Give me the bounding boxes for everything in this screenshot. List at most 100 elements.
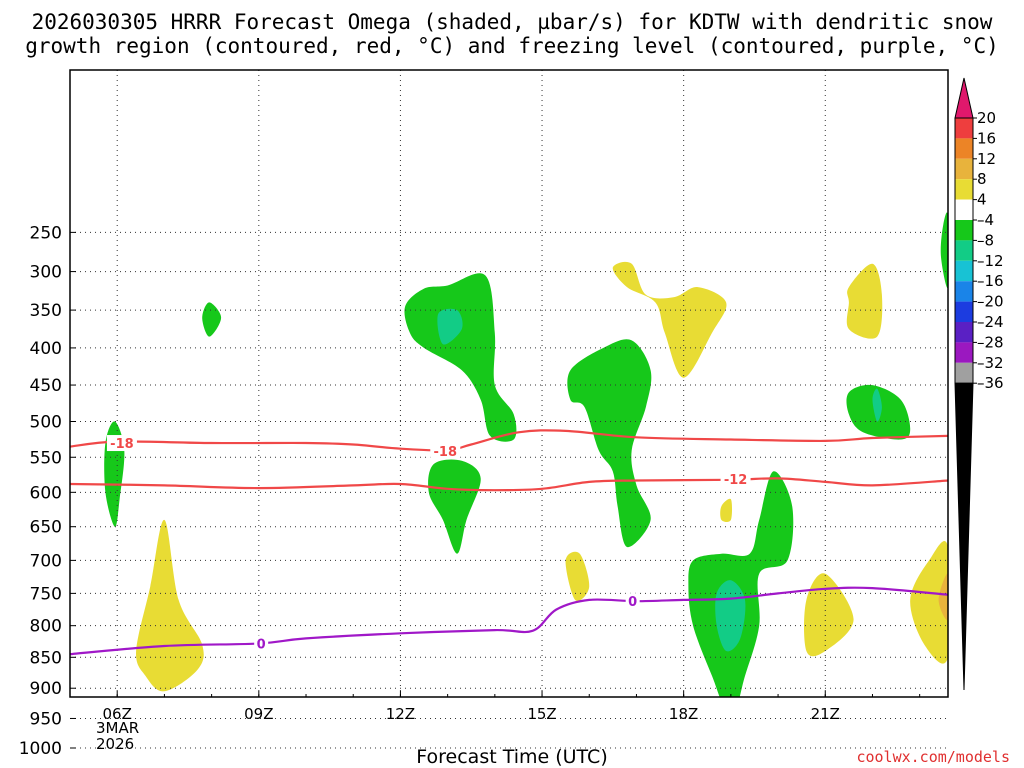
colorbar-label: –36: [977, 374, 1004, 392]
colorbar-label: –20: [977, 293, 1004, 311]
colorbar-label: 20: [977, 109, 996, 127]
omega-region-15: [846, 263, 883, 339]
omega-region-2: [202, 302, 222, 337]
dendritic-contour-2: [70, 477, 948, 492]
omega-region-4: [437, 308, 463, 345]
y-tick-label: 850: [30, 648, 62, 668]
x-tick-label: 12Z: [386, 705, 415, 723]
omega-region-16: [804, 573, 854, 657]
colorbar-swatch: [955, 281, 973, 302]
y-tick-label: 650: [30, 518, 62, 538]
x-tick-label: 21Z: [811, 705, 840, 723]
dendritic-label-bg: [106, 435, 137, 452]
freezing-contour-5: [660, 729, 825, 743]
omega-region-12: [136, 519, 204, 692]
colorbar-top-cap: [954, 77, 974, 119]
omega-region-19: [910, 541, 948, 664]
colorbar-label: –8: [977, 231, 994, 249]
y-tick-label: 500: [30, 413, 62, 433]
dendritic-contour-1: [70, 429, 948, 452]
x-tick-label: 18Z: [669, 705, 698, 723]
freezing-contour-label: 0: [257, 637, 266, 652]
omega-region-11: [940, 212, 948, 289]
plot-area: [70, 70, 948, 697]
x-tick-label: 06Z: [103, 705, 132, 723]
colorbar-swatch: [955, 301, 973, 322]
colorbar-label: –12: [977, 252, 1004, 270]
colorbar: 20 16 12 8 4 –4 –8 –12 –16 –20 –24 –28 –32 –36: [954, 77, 1004, 691]
y-tick-label: 700: [30, 551, 62, 571]
y-tick-label: 400: [30, 339, 62, 359]
colorbar-label: –32: [977, 354, 1004, 372]
y-tick-label: 250: [30, 223, 62, 243]
colorbar-swatch: [955, 362, 973, 384]
y-tick-label: 550: [30, 448, 62, 468]
y-tick-label: 750: [30, 584, 62, 604]
colorbar-label: –24: [977, 313, 1004, 331]
date-caption-year: 2026: [96, 735, 135, 753]
dendritic-contour-label: -18: [110, 437, 134, 452]
colorbar-label: 16: [977, 129, 996, 147]
date-caption-month: 3MAR: [96, 719, 140, 737]
colorbar-swatch: [955, 138, 973, 159]
omega-region-13: [612, 261, 727, 378]
omega-region-10: [872, 388, 882, 422]
plot-border: [69, 69, 949, 698]
freezing-contour-label: 0: [257, 727, 266, 742]
chart-title-line-1: 2026030305 HRRR Forecast Omega (shaded, …: [31, 10, 993, 34]
plot-background: [70, 70, 948, 697]
x-axis-label: Forecast Time (UTC): [416, 746, 608, 768]
omega-region-5: [428, 459, 481, 554]
y-tick-label: 950: [30, 709, 62, 729]
y-tick-label: 300: [30, 263, 62, 283]
colorbar-label: –16: [977, 272, 1004, 290]
y-tick-label: 350: [30, 301, 62, 321]
y-axis-ticks: 250 300 350 400 450 500 550 600 650 700 750 800 850 9…: [19, 223, 76, 759]
omega-region-18: [767, 717, 802, 742]
colorbar-label: 8: [977, 170, 987, 188]
freezing-label-bg: [254, 725, 268, 741]
colorbar-swatch: [955, 260, 973, 282]
freezing-contour-label: 0: [628, 595, 637, 610]
colorbar-label: –4: [977, 211, 994, 229]
y-tick-label: 800: [30, 617, 62, 637]
colorbar-swatch: [955, 240, 973, 261]
colorbar-bottom-cap: [954, 382, 974, 691]
colorbar-swatch: [955, 179, 973, 200]
chart-title-line-2: growth region (contoured, red, °C) and f…: [25, 34, 999, 58]
omega-region-6: [567, 339, 652, 548]
dendritic-label-bg: [720, 471, 751, 488]
credit-link[interactable]: coolwx.com/models: [856, 748, 1010, 766]
dendritic-label-bg: [430, 442, 461, 459]
colorbar-label: –28: [977, 333, 1004, 351]
colorbar-swatch: [955, 118, 973, 139]
omega-region-14: [565, 551, 590, 601]
colorbar-label: 4: [977, 191, 987, 209]
omega-region-17: [720, 498, 733, 523]
omega-region-3: [404, 273, 517, 442]
x-tick-label: 15Z: [527, 705, 556, 723]
freezing-contour-4: [70, 723, 825, 734]
plot-frame: [69, 69, 949, 698]
colorbar-swatch: [955, 342, 973, 363]
y-tick-label: 450: [30, 376, 62, 396]
x-axis-ticks: 06Z 09Z 12Z 15Z 18Z 21Z: [69, 691, 921, 723]
freezing-label-bg: [625, 593, 640, 610]
colorbar-swatch: [955, 220, 973, 241]
y-tick-label: 1000: [19, 739, 62, 759]
colorbar-swatch: [955, 158, 973, 180]
colorbar-swatch: [955, 322, 973, 343]
y-tick-label: 600: [30, 483, 62, 503]
y-tick-label: 900: [30, 679, 62, 699]
x-tick-label: 09Z: [244, 705, 273, 723]
colorbar-label: 12: [977, 150, 996, 168]
dendritic-contour-label: -12: [724, 473, 748, 488]
colorbar-swatch: [955, 199, 973, 220]
omega-regions: [104, 212, 948, 742]
dendritic-contour-label: -18: [434, 445, 458, 460]
freezing-contour-3: [70, 586, 948, 656]
date-caption: 3MAR 2026: [96, 720, 139, 752]
freezing-label-bg: [254, 635, 269, 652]
